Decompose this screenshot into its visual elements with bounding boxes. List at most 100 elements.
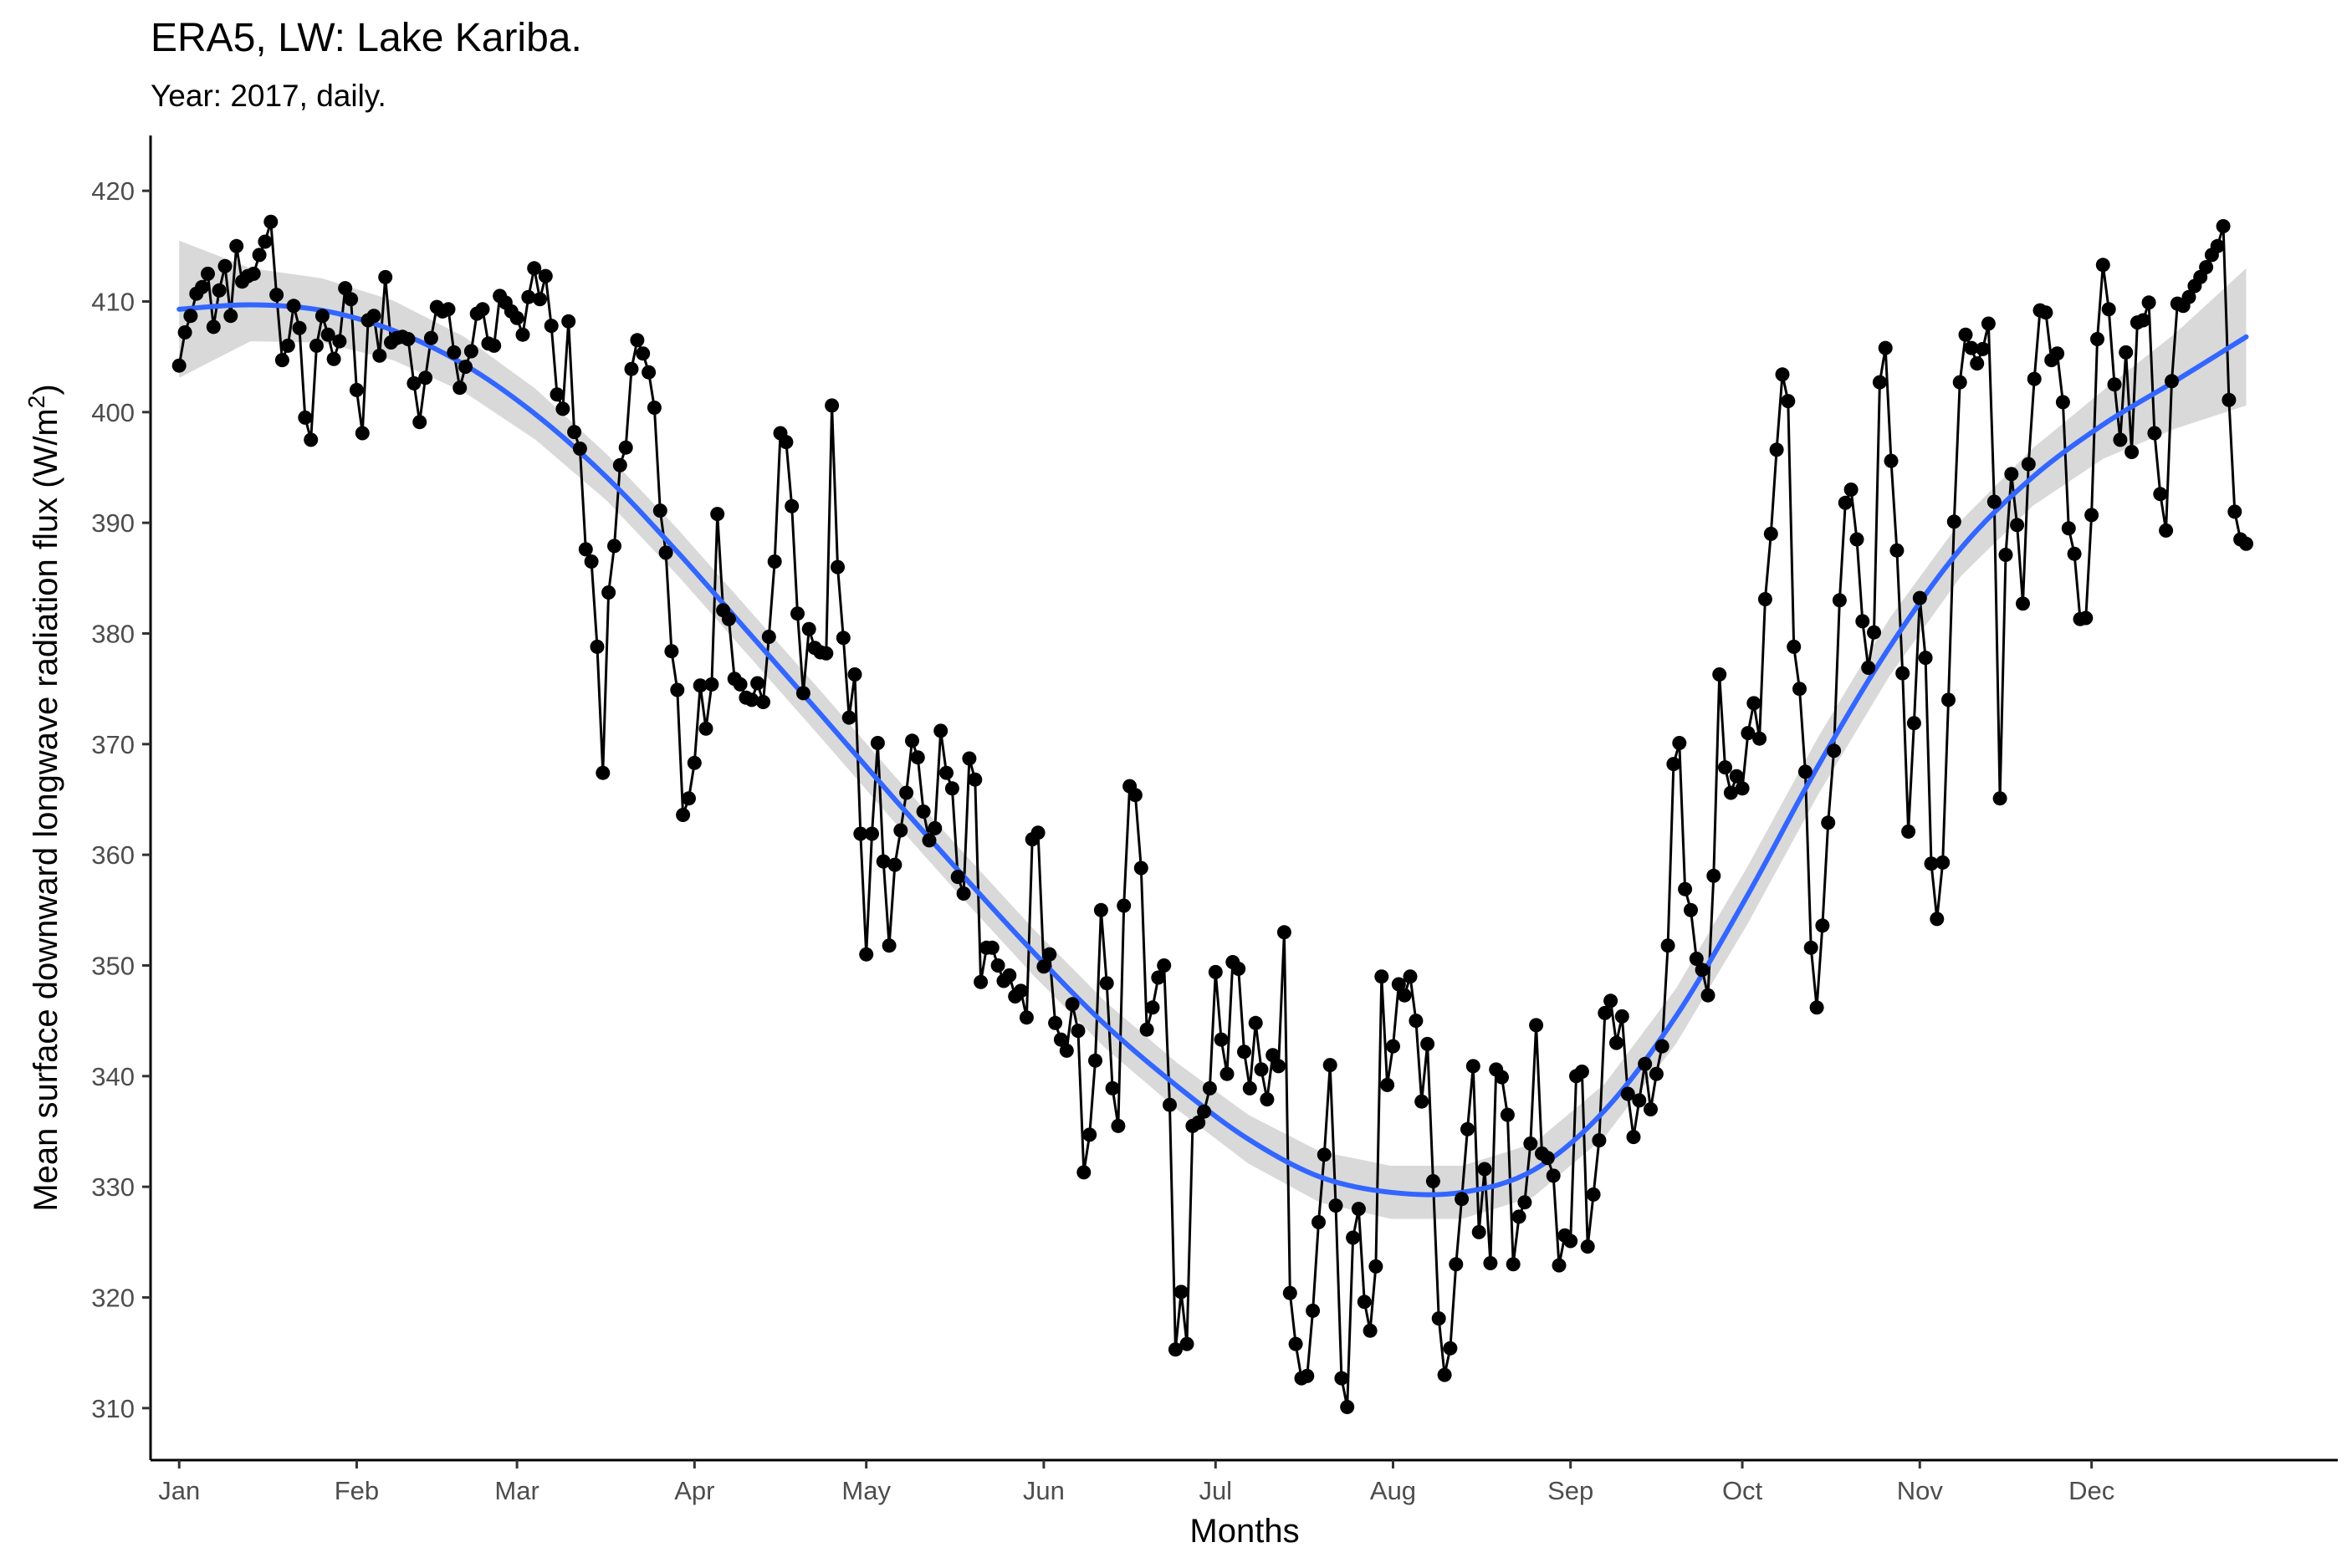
data-point [1952,375,1967,390]
data-point [1386,1039,1400,1054]
data-point [831,559,845,575]
data-point [1998,548,2013,562]
data-point [555,401,570,416]
x-tick-label: Oct [1722,1476,1763,1505]
data-point [418,370,433,386]
data-point [2147,426,2162,441]
data-point [1157,958,1172,973]
data-point [567,425,582,440]
data-point [453,381,468,396]
data-point [652,503,667,518]
data-point [1614,1009,1629,1024]
data-point [212,283,227,298]
data-point [423,330,438,345]
data-point [1741,726,1756,741]
data-point [1855,614,1870,629]
data-point [355,426,370,441]
data-point [412,415,427,430]
data-point [401,332,416,346]
data-point [1368,1259,1383,1274]
data-point [1809,1000,1824,1015]
data-point [1878,340,1893,355]
data-point [1523,1136,1538,1151]
data-point [1924,856,1939,871]
data-point [269,288,284,303]
data-point [1237,1044,1251,1060]
data-point [710,507,725,522]
data-point [1002,968,1017,983]
data-point [1729,769,1744,784]
data-point [326,351,341,366]
data-point [1775,367,1790,382]
data-point [1374,969,1389,984]
data-point [1179,1336,1194,1351]
data-point [1449,1257,1464,1272]
data-point [1276,925,1291,940]
data-point [2038,305,2053,320]
data-point [1986,494,2002,509]
data-point [870,736,885,750]
data-point [1672,736,1687,750]
data-point [515,327,530,342]
smooth-trend-layer [176,302,2249,1198]
data-point [1580,1239,1595,1254]
data-point [441,302,456,317]
data-point [1197,1104,1212,1119]
data-point [1598,1005,1613,1020]
data-point [1803,940,1818,955]
data-point [1918,651,1933,666]
data-point [533,292,547,307]
data-point [618,440,633,455]
data-point [1626,1130,1641,1145]
data-point [544,319,559,334]
data-point [1334,1371,1349,1386]
data-point [1111,1118,1126,1133]
data-point [183,309,198,324]
data-point [721,611,736,626]
data-point [1712,667,1727,682]
data-point [195,279,210,294]
data-point [1843,483,1859,497]
data-point [1684,902,1698,917]
data-point [1340,1400,1355,1414]
data-point [1529,1018,1544,1033]
data-point [550,387,565,402]
data-point [2010,518,2025,533]
data-point [1609,1035,1623,1050]
data-point [841,710,856,725]
y-tick-label: 370 [91,730,135,759]
data-point [658,545,673,560]
data-point [1265,1048,1281,1063]
data-point [292,320,307,335]
data-point [1242,1080,1257,1096]
data-point [905,733,919,748]
data-point [372,348,387,363]
data-point [1076,1165,1092,1180]
data-point [2239,536,2253,551]
y-axis-title: Mean surface downward longwave radiation… [23,384,64,1211]
data-point [1546,1168,1561,1183]
data-point [733,677,748,692]
y-tick-label: 380 [91,619,135,648]
confidence-band-layer [179,240,2247,1219]
data-point [1723,785,1738,800]
data-point [1311,1215,1326,1229]
data-point [1552,1258,1567,1273]
data-point [1603,993,1618,1009]
data-point [2021,457,2036,472]
data-point [1282,1285,1297,1300]
data-point [1746,696,1761,711]
data-point [1495,1070,1509,1085]
data-point [876,854,891,869]
data-point [1214,1032,1229,1047]
smooth-trend-line [176,302,2249,1198]
data-point [630,333,645,348]
data-point [447,345,462,360]
data-point [487,338,502,353]
data-point [607,539,621,554]
data-point [968,772,983,787]
data-point [1889,543,1905,558]
data-point [750,676,765,691]
x-tick-label: Dec [2068,1476,2114,1505]
data-point [1133,861,1148,876]
